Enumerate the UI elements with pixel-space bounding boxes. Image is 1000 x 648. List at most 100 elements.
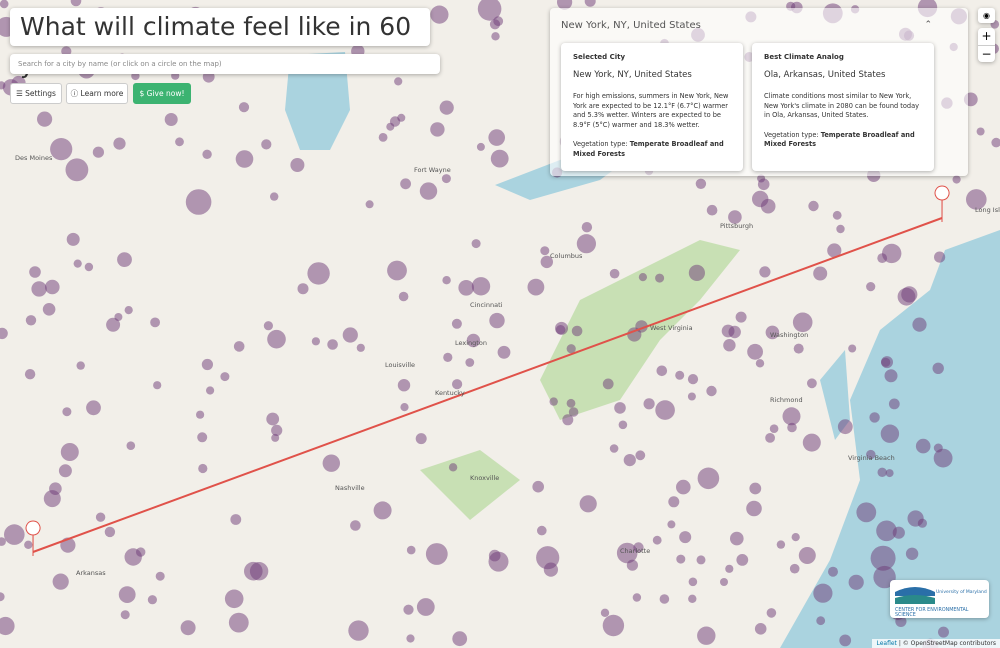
city-circle[interactable] <box>261 139 272 150</box>
city-circle[interactable] <box>735 311 747 323</box>
city-circle[interactable] <box>201 358 213 371</box>
city-circle[interactable] <box>416 598 435 616</box>
city-circle[interactable] <box>618 420 628 430</box>
city-circle[interactable] <box>443 352 453 362</box>
city-circle[interactable] <box>932 362 944 374</box>
city-circle[interactable] <box>58 464 72 478</box>
city-circle[interactable] <box>706 385 717 397</box>
city-circle[interactable] <box>238 102 250 113</box>
city-circle[interactable] <box>452 379 463 390</box>
city-circle[interactable] <box>290 158 305 172</box>
city-circle[interactable] <box>356 343 365 352</box>
city-circle[interactable] <box>150 317 161 328</box>
city-circle[interactable] <box>153 381 162 390</box>
city-circle[interactable] <box>476 142 485 151</box>
city-circle[interactable] <box>490 149 509 168</box>
city-circle[interactable] <box>398 291 409 302</box>
city-circle[interactable] <box>656 365 668 377</box>
city-circle[interactable] <box>540 255 553 269</box>
city-circle[interactable] <box>802 433 821 452</box>
city-circle[interactable] <box>870 545 896 571</box>
city-circle[interactable] <box>697 626 716 645</box>
city-circle[interactable] <box>952 175 961 184</box>
city-circle[interactable] <box>765 433 775 443</box>
city-circle[interactable] <box>65 158 89 182</box>
city-circle[interactable] <box>224 589 244 609</box>
city-circle[interactable] <box>752 190 769 208</box>
city-circle[interactable] <box>755 359 765 368</box>
city-circle[interactable] <box>933 448 953 468</box>
city-circle[interactable] <box>451 318 462 329</box>
city-circle[interactable] <box>776 540 786 549</box>
city-circle[interactable] <box>602 378 614 390</box>
city-circle[interactable] <box>452 631 468 647</box>
city-circle[interactable] <box>676 479 691 495</box>
city-circle[interactable] <box>813 266 828 281</box>
city-circle[interactable] <box>185 189 212 215</box>
city-circle[interactable] <box>697 467 720 490</box>
city-circle[interactable] <box>912 317 927 332</box>
city-circle[interactable] <box>50 138 73 161</box>
city-circle[interactable] <box>126 441 136 451</box>
city-circle[interactable] <box>117 252 132 267</box>
city-circle[interactable] <box>297 283 309 295</box>
city-circle[interactable] <box>885 469 894 478</box>
city-circle[interactable] <box>782 407 801 426</box>
city-circle[interactable] <box>730 531 744 546</box>
city-circle[interactable] <box>62 407 72 417</box>
city-circle[interactable] <box>86 400 101 416</box>
search-input[interactable]: Search for a city by name (or click on a… <box>10 54 440 74</box>
city-circle[interactable] <box>736 554 749 566</box>
city-circle[interactable] <box>104 526 116 538</box>
city-circle[interactable] <box>497 345 511 359</box>
city-circle[interactable] <box>263 321 273 331</box>
locate-button[interactable]: ◉ <box>978 8 995 23</box>
city-circle[interactable] <box>397 113 406 122</box>
city-circle[interactable] <box>527 278 545 296</box>
city-circle[interactable] <box>706 204 718 216</box>
city-circle[interactable] <box>600 608 610 617</box>
city-circle[interactable] <box>430 5 449 24</box>
city-circle[interactable] <box>991 137 1000 148</box>
city-circle[interactable] <box>373 501 392 520</box>
city-circle[interactable] <box>536 546 560 570</box>
zoom-out[interactable]: − <box>981 47 992 61</box>
city-circle[interactable] <box>342 327 358 343</box>
city-circle[interactable] <box>419 182 438 200</box>
city-circle[interactable] <box>155 571 165 581</box>
city-circle[interactable] <box>136 547 146 557</box>
city-circle[interactable] <box>124 306 133 315</box>
city-circle[interactable] <box>25 315 37 326</box>
city-circle[interactable] <box>394 77 403 86</box>
city-circle[interactable] <box>688 577 698 587</box>
city-circle[interactable] <box>901 286 918 303</box>
city-circle[interactable] <box>609 268 620 279</box>
city-circle[interactable] <box>24 369 36 380</box>
city-circle[interactable] <box>425 543 448 565</box>
city-circle[interactable] <box>938 626 949 638</box>
city-circle[interactable] <box>31 281 47 297</box>
city-circle[interactable] <box>888 398 900 410</box>
city-circle[interactable] <box>249 562 269 581</box>
city-circle[interactable] <box>880 424 900 443</box>
city-circle[interactable] <box>652 535 662 545</box>
city-circle[interactable] <box>42 303 56 316</box>
city-circle[interactable] <box>614 402 626 414</box>
city-circle[interactable] <box>792 312 813 333</box>
city-circle[interactable] <box>828 566 838 577</box>
city-circle[interactable] <box>757 178 770 191</box>
city-circle[interactable] <box>45 279 60 295</box>
city-circle[interactable] <box>765 325 780 340</box>
city-circle[interactable] <box>439 100 454 115</box>
city-circle[interactable] <box>49 482 62 496</box>
city-circle[interactable] <box>196 410 205 419</box>
city-circle[interactable] <box>787 422 797 433</box>
city-circle[interactable] <box>688 264 706 281</box>
city-circle[interactable] <box>655 400 675 420</box>
city-circle[interactable] <box>37 111 53 127</box>
city-circle[interactable] <box>676 554 686 564</box>
city-circle[interactable] <box>633 542 644 553</box>
city-circle[interactable] <box>489 312 505 329</box>
attribution-link[interactable]: Leaflet <box>876 640 897 647</box>
